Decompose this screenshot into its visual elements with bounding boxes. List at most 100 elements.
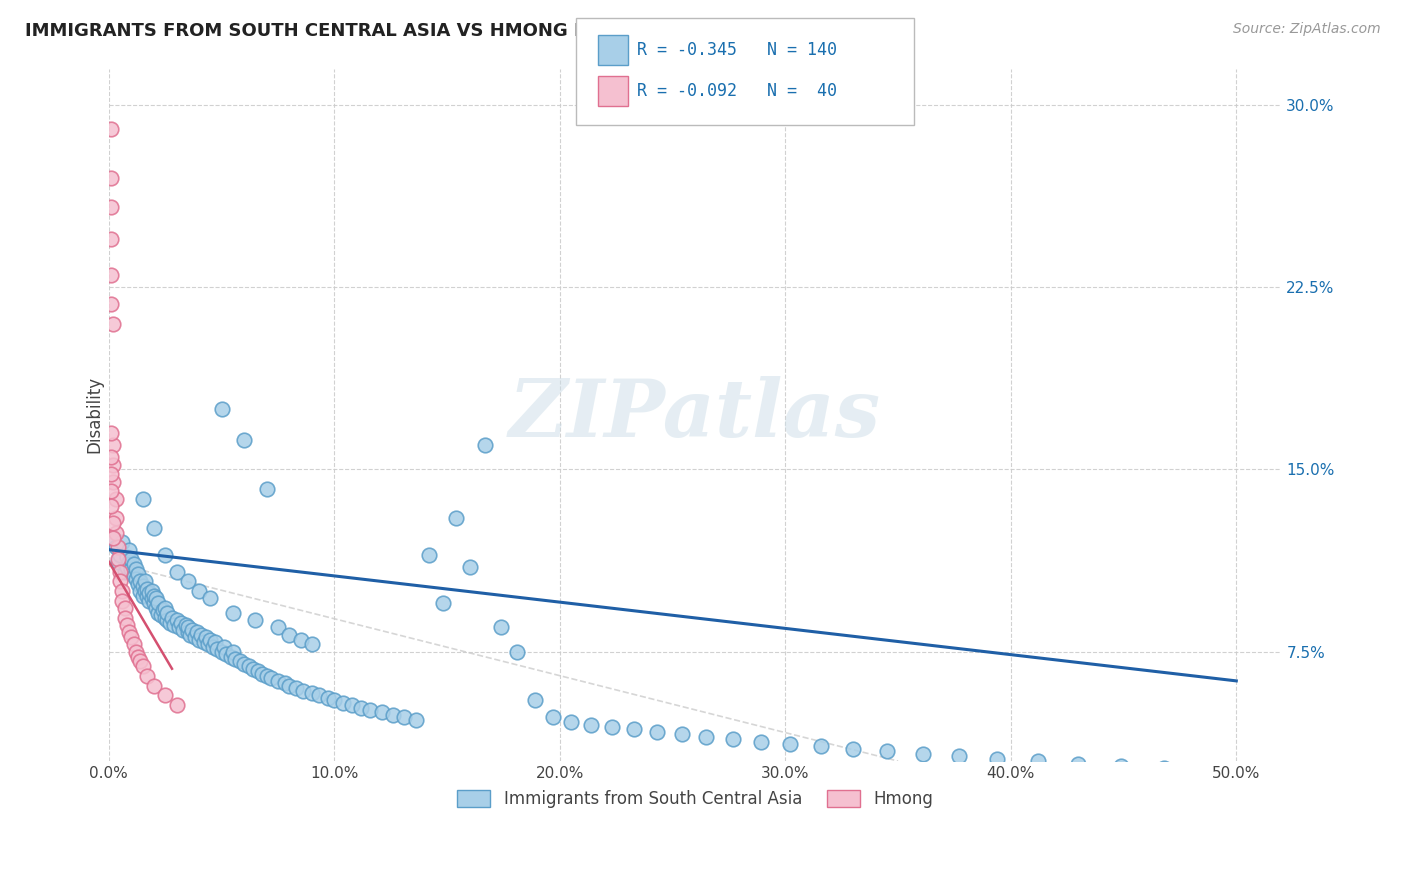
Point bbox=[695, 730, 717, 744]
Point bbox=[394, 710, 416, 724]
Point bbox=[350, 700, 373, 714]
Point bbox=[876, 744, 898, 758]
Point bbox=[242, 662, 264, 676]
Point bbox=[120, 552, 142, 566]
Point bbox=[645, 725, 668, 739]
Point bbox=[432, 596, 454, 610]
Point bbox=[114, 565, 136, 579]
Text: Source: ZipAtlas.com: Source: ZipAtlas.com bbox=[1233, 22, 1381, 37]
Point bbox=[205, 642, 228, 657]
Point bbox=[155, 610, 177, 624]
Point bbox=[524, 693, 547, 707]
Point bbox=[100, 297, 122, 311]
Point bbox=[278, 679, 301, 693]
Point bbox=[810, 739, 832, 754]
Point bbox=[188, 632, 211, 647]
Point bbox=[267, 620, 290, 634]
Point bbox=[155, 548, 177, 562]
Point bbox=[134, 584, 156, 599]
Point bbox=[167, 620, 190, 634]
Point bbox=[114, 601, 136, 615]
Point bbox=[152, 603, 174, 617]
Point bbox=[166, 698, 188, 713]
Point bbox=[179, 628, 201, 642]
Point bbox=[103, 516, 125, 530]
Point bbox=[142, 679, 165, 693]
Point bbox=[111, 535, 134, 549]
Point bbox=[129, 574, 152, 589]
Point bbox=[136, 589, 159, 603]
Point bbox=[177, 625, 200, 640]
Point bbox=[100, 425, 122, 440]
Point bbox=[267, 673, 290, 688]
Point bbox=[108, 565, 131, 579]
Point bbox=[108, 574, 131, 589]
Point bbox=[114, 610, 136, 624]
Point bbox=[1026, 754, 1049, 768]
Point bbox=[134, 574, 156, 589]
Point bbox=[100, 268, 122, 282]
Point bbox=[541, 710, 564, 724]
Point bbox=[103, 531, 125, 545]
Point bbox=[211, 401, 233, 416]
Point bbox=[238, 659, 260, 673]
Point bbox=[100, 200, 122, 214]
Point bbox=[138, 586, 160, 600]
Point bbox=[115, 618, 138, 632]
Point bbox=[405, 713, 427, 727]
Point bbox=[125, 572, 148, 586]
Point bbox=[118, 542, 141, 557]
Point bbox=[290, 632, 312, 647]
Point bbox=[222, 645, 245, 659]
Point bbox=[141, 591, 163, 606]
Y-axis label: Disability: Disability bbox=[86, 376, 103, 453]
Point bbox=[201, 640, 224, 654]
Point bbox=[291, 683, 314, 698]
Point bbox=[671, 727, 693, 741]
Point bbox=[115, 549, 138, 564]
Point bbox=[211, 645, 233, 659]
Point bbox=[149, 608, 172, 623]
Point bbox=[129, 655, 152, 669]
Point bbox=[177, 574, 200, 589]
Point bbox=[224, 652, 246, 666]
Point bbox=[779, 737, 801, 751]
Point bbox=[188, 584, 211, 599]
Point bbox=[177, 620, 200, 634]
Point bbox=[250, 666, 273, 681]
Point bbox=[131, 659, 153, 673]
Point bbox=[156, 613, 179, 627]
Point bbox=[166, 613, 188, 627]
Point bbox=[370, 706, 392, 720]
Point bbox=[623, 723, 645, 737]
Point bbox=[228, 655, 250, 669]
Point bbox=[131, 491, 153, 506]
Point bbox=[560, 715, 582, 730]
Point bbox=[204, 635, 226, 649]
Point bbox=[100, 232, 122, 246]
Point bbox=[183, 630, 205, 644]
Point bbox=[131, 579, 153, 593]
Point bbox=[115, 559, 138, 574]
Point bbox=[145, 601, 167, 615]
Text: R = -0.092   N =  40: R = -0.092 N = 40 bbox=[637, 82, 837, 100]
Point bbox=[170, 615, 193, 630]
Point bbox=[215, 647, 238, 661]
Point bbox=[172, 623, 194, 637]
Point bbox=[148, 606, 170, 620]
Point bbox=[127, 566, 149, 581]
Point bbox=[118, 625, 141, 640]
Point bbox=[131, 589, 153, 603]
Point bbox=[342, 698, 364, 713]
Point bbox=[107, 555, 129, 569]
Point bbox=[111, 584, 134, 599]
Point bbox=[120, 562, 142, 576]
Point bbox=[723, 732, 745, 747]
Point bbox=[186, 625, 208, 640]
Point bbox=[1111, 759, 1133, 773]
Point bbox=[359, 703, 381, 717]
Point bbox=[160, 610, 183, 624]
Point bbox=[197, 637, 219, 651]
Point bbox=[155, 689, 177, 703]
Point bbox=[163, 618, 186, 632]
